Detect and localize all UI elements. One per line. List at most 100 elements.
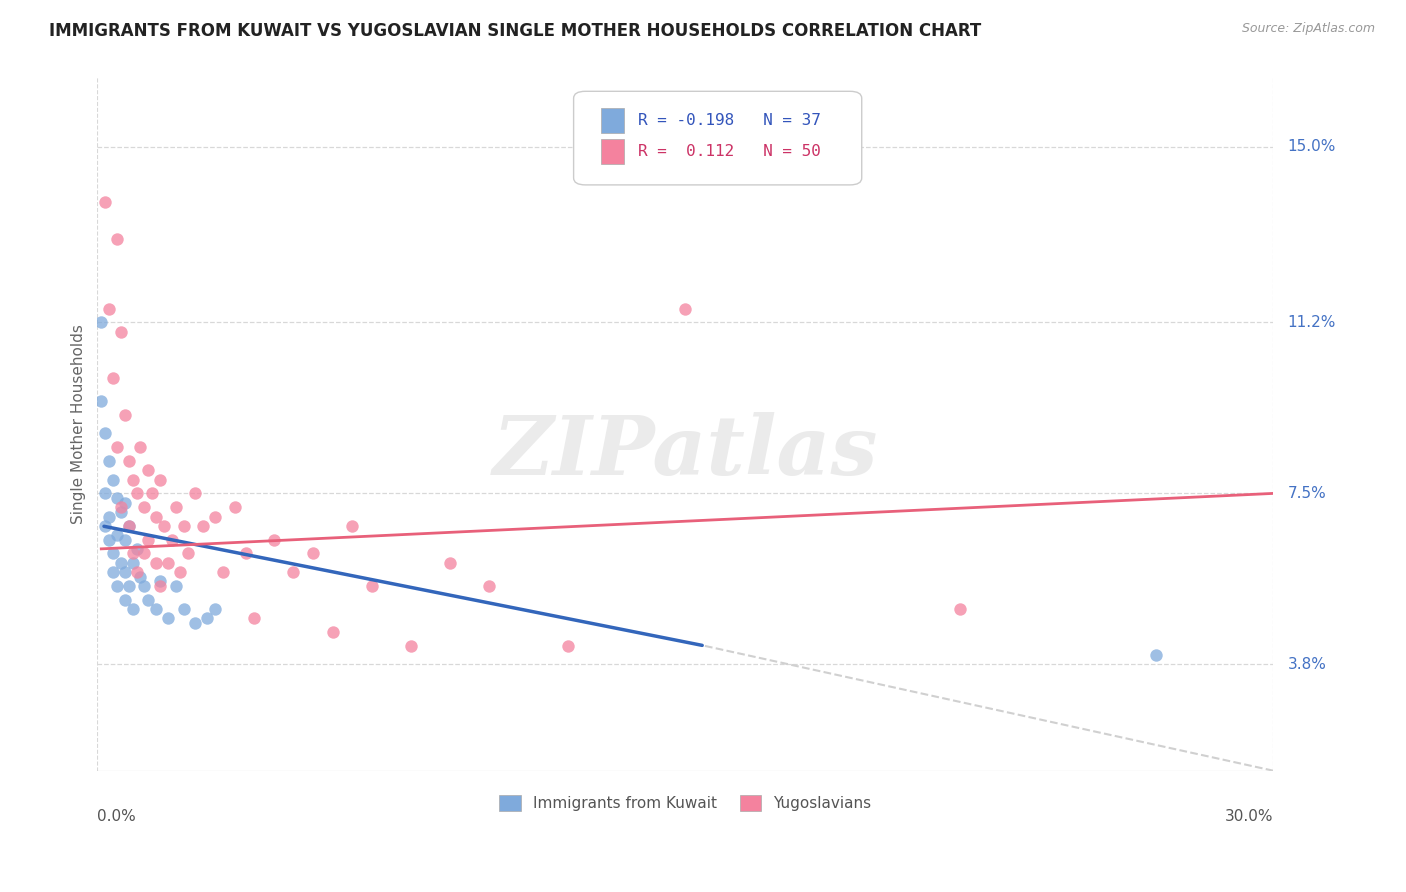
Point <box>110 325 132 339</box>
Point <box>121 546 143 560</box>
Point <box>149 473 172 487</box>
Point <box>94 426 117 441</box>
Point <box>169 565 191 579</box>
FancyBboxPatch shape <box>600 139 624 164</box>
Point <box>283 565 305 579</box>
Text: R =  0.112   N = 50: R = 0.112 N = 50 <box>638 145 821 159</box>
Point <box>145 602 167 616</box>
Point <box>173 602 195 616</box>
Point <box>165 500 187 515</box>
Point <box>340 518 363 533</box>
Point <box>224 500 246 515</box>
Point <box>110 556 132 570</box>
Point <box>105 528 128 542</box>
Point <box>94 486 117 500</box>
Point <box>184 615 207 630</box>
Point <box>134 500 156 515</box>
Point <box>98 533 121 547</box>
Point <box>125 541 148 556</box>
Point <box>121 473 143 487</box>
Point <box>98 509 121 524</box>
Point <box>118 454 141 468</box>
Point <box>129 440 152 454</box>
Point <box>118 518 141 533</box>
Point <box>110 505 132 519</box>
Text: 7.5%: 7.5% <box>1288 486 1326 501</box>
Point <box>360 579 382 593</box>
Point <box>90 315 112 329</box>
Point <box>125 565 148 579</box>
Point <box>195 611 218 625</box>
Point <box>478 579 501 593</box>
Text: 3.8%: 3.8% <box>1288 657 1326 672</box>
Text: R = -0.198   N = 37: R = -0.198 N = 37 <box>638 113 821 128</box>
Point <box>114 408 136 422</box>
Point <box>439 556 461 570</box>
Point <box>129 569 152 583</box>
Point <box>156 556 179 570</box>
Point <box>193 518 215 533</box>
Point <box>302 546 325 560</box>
Point <box>114 565 136 579</box>
Point <box>145 509 167 524</box>
Point <box>134 546 156 560</box>
Text: Source: ZipAtlas.com: Source: ZipAtlas.com <box>1241 22 1375 36</box>
Point <box>1144 648 1167 662</box>
Point <box>121 602 143 616</box>
Point <box>156 611 179 625</box>
Point <box>125 486 148 500</box>
Point <box>263 533 285 547</box>
Point <box>153 518 176 533</box>
Point <box>98 301 121 316</box>
Point <box>949 602 972 616</box>
Point <box>399 639 422 653</box>
Point <box>149 579 172 593</box>
Point <box>114 495 136 509</box>
Text: 0.0%: 0.0% <box>97 809 136 824</box>
Point <box>101 473 124 487</box>
Text: 15.0%: 15.0% <box>1288 139 1336 154</box>
Point <box>105 491 128 505</box>
Point <box>136 592 159 607</box>
Point <box>105 579 128 593</box>
Text: IMMIGRANTS FROM KUWAIT VS YUGOSLAVIAN SINGLE MOTHER HOUSEHOLDS CORRELATION CHART: IMMIGRANTS FROM KUWAIT VS YUGOSLAVIAN SI… <box>49 22 981 40</box>
Point <box>557 639 579 653</box>
Point <box>121 556 143 570</box>
Point <box>101 565 124 579</box>
Point <box>204 509 226 524</box>
Point <box>134 579 156 593</box>
Point <box>94 518 117 533</box>
Point <box>101 371 124 385</box>
FancyBboxPatch shape <box>574 91 862 185</box>
Point <box>149 574 172 589</box>
Point <box>105 232 128 246</box>
Point <box>160 533 183 547</box>
Point <box>118 518 141 533</box>
Legend: Immigrants from Kuwait, Yugoslavians: Immigrants from Kuwait, Yugoslavians <box>492 788 879 819</box>
Point <box>235 546 257 560</box>
Point <box>136 463 159 477</box>
Point <box>141 486 163 500</box>
Point <box>136 533 159 547</box>
Point <box>105 440 128 454</box>
Point <box>211 565 233 579</box>
Point <box>110 500 132 515</box>
Point <box>114 533 136 547</box>
Text: 11.2%: 11.2% <box>1288 315 1336 330</box>
Point <box>90 394 112 409</box>
Point <box>176 546 198 560</box>
Point <box>165 579 187 593</box>
Point <box>204 602 226 616</box>
Point <box>184 486 207 500</box>
Point <box>322 625 344 640</box>
Point <box>101 546 124 560</box>
Point <box>114 592 136 607</box>
Text: ZIPatlas: ZIPatlas <box>492 412 879 491</box>
Text: 30.0%: 30.0% <box>1225 809 1274 824</box>
Point <box>98 454 121 468</box>
Point <box>673 301 696 316</box>
Point <box>94 195 117 210</box>
Point <box>243 611 266 625</box>
Point <box>118 579 141 593</box>
Point <box>145 556 167 570</box>
